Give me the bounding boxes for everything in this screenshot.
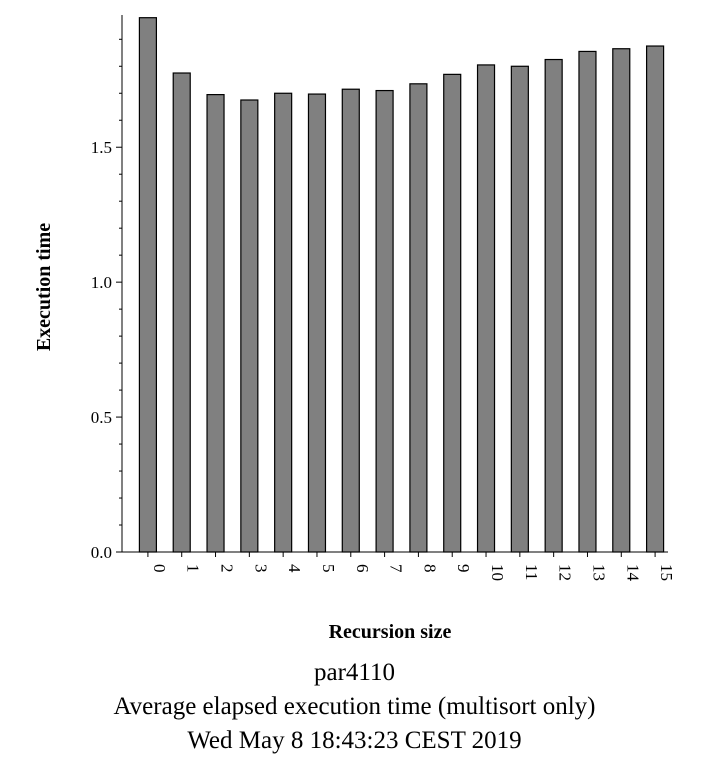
- y-tick-label: 0.5: [91, 408, 112, 427]
- x-axis: 0 1 2 3 4 5 6 7 8 9 10 11 12 13 14 15: [122, 551, 676, 582]
- x-tick-label: 15: [657, 564, 676, 581]
- bar-13: [578, 50, 597, 553]
- x-tick-label: 8: [420, 564, 439, 573]
- x-tick-label: 4: [285, 564, 304, 573]
- caption: par4110 Average elapsed execution time (…: [0, 656, 709, 758]
- x-tick-label: 5: [319, 564, 338, 573]
- bar-8: [409, 83, 428, 553]
- x-tick-label: 10: [488, 564, 507, 581]
- x-tick-label: 7: [387, 564, 406, 573]
- bars: [138, 17, 665, 553]
- caption-host: par4110: [314, 659, 395, 686]
- bar-chart: 0.00.51.01.5 0 1 2 3 4 5 6 7 8 9 10 11 12 13 14 15 Recu…: [33, 15, 676, 643]
- y-tick-label: 0.0: [91, 543, 112, 562]
- x-tick-label: 0: [150, 564, 169, 573]
- bar-14: [612, 48, 631, 553]
- bar-9: [443, 73, 462, 553]
- bar-3: [240, 99, 259, 553]
- x-axis-title: Recursion size: [329, 621, 452, 643]
- x-tick-label: 13: [589, 564, 608, 581]
- y-axis-title: Execution time: [33, 223, 55, 351]
- bar-11: [510, 65, 529, 553]
- x-tick-label: 2: [218, 564, 237, 573]
- x-tick-label: 11: [522, 564, 541, 580]
- bar-0: [138, 17, 158, 553]
- y-axis: 0.0 0.5 1.0 1.5: [91, 15, 123, 562]
- x-tick-label: 1: [184, 564, 203, 573]
- bar-1: [172, 72, 191, 553]
- bar-5: [307, 93, 327, 553]
- caption-timestamp: Wed May 8 18:43:23 CEST 2019: [187, 727, 522, 754]
- bar-15: [645, 45, 665, 553]
- x-tick-label: 12: [556, 564, 575, 581]
- bar-6: [341, 88, 360, 553]
- bar-10: [476, 64, 496, 553]
- x-tick-label: 9: [454, 564, 473, 573]
- bar-12: [544, 58, 563, 553]
- x-tick-label: 14: [623, 564, 642, 582]
- bar-2: [206, 94, 225, 553]
- bar-4: [274, 92, 293, 553]
- caption-description: Average elapsed execution time (multisor…: [113, 693, 596, 720]
- y-tick-label: 1.0: [91, 273, 112, 292]
- bar-7: [375, 89, 394, 553]
- y-tick-label: 1.5: [91, 138, 112, 157]
- x-tick-label: 6: [353, 564, 372, 573]
- x-tick-label: 3: [251, 564, 270, 573]
